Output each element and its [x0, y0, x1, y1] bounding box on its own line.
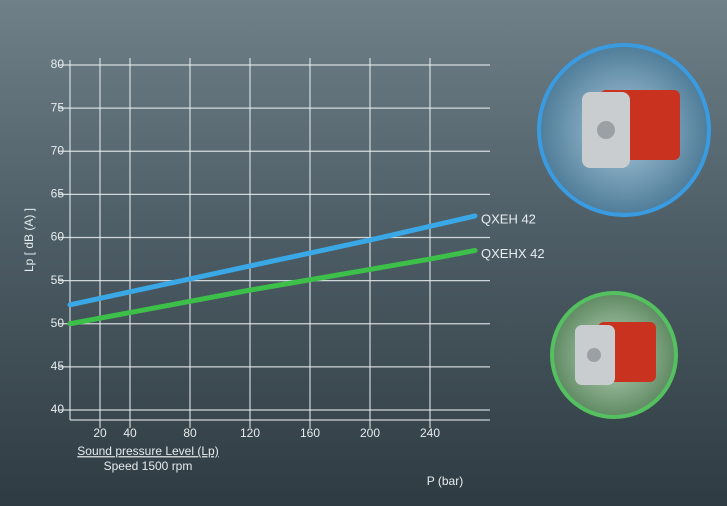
pump-blue	[537, 43, 711, 217]
annotation: Sound pressure Level (Lp)	[77, 444, 218, 458]
x-tick-label: 20	[93, 426, 107, 440]
y-axis-label: Lp [ dB (A) ]	[22, 208, 36, 272]
series-line	[67, 213, 478, 308]
x-tick-label: 80	[183, 426, 197, 440]
y-tick-label: 75	[51, 100, 65, 114]
legend-label: QXEH 42	[481, 211, 536, 226]
y-tick-label: 50	[51, 316, 65, 330]
x-axis-label: P (bar)	[427, 474, 463, 488]
series-line	[67, 247, 478, 327]
x-tick-label: 40	[123, 426, 137, 440]
x-tick-label: 120	[240, 426, 260, 440]
y-tick-label: 80	[51, 57, 65, 71]
pump-green	[550, 291, 678, 419]
annotation: Speed 1500 rpm	[104, 459, 193, 473]
legend-label: QXEHX 42	[481, 246, 545, 261]
y-tick-label: 70	[51, 143, 65, 157]
y-tick-label: 40	[51, 402, 65, 416]
y-tick-label: 45	[51, 359, 65, 373]
x-tick-label: 200	[360, 426, 380, 440]
y-tick-label: 65	[51, 187, 65, 201]
x-tick-label: 160	[300, 426, 320, 440]
y-tick-label: 55	[51, 273, 65, 287]
x-tick-label: 240	[420, 426, 440, 440]
y-tick-label: 60	[51, 230, 65, 244]
